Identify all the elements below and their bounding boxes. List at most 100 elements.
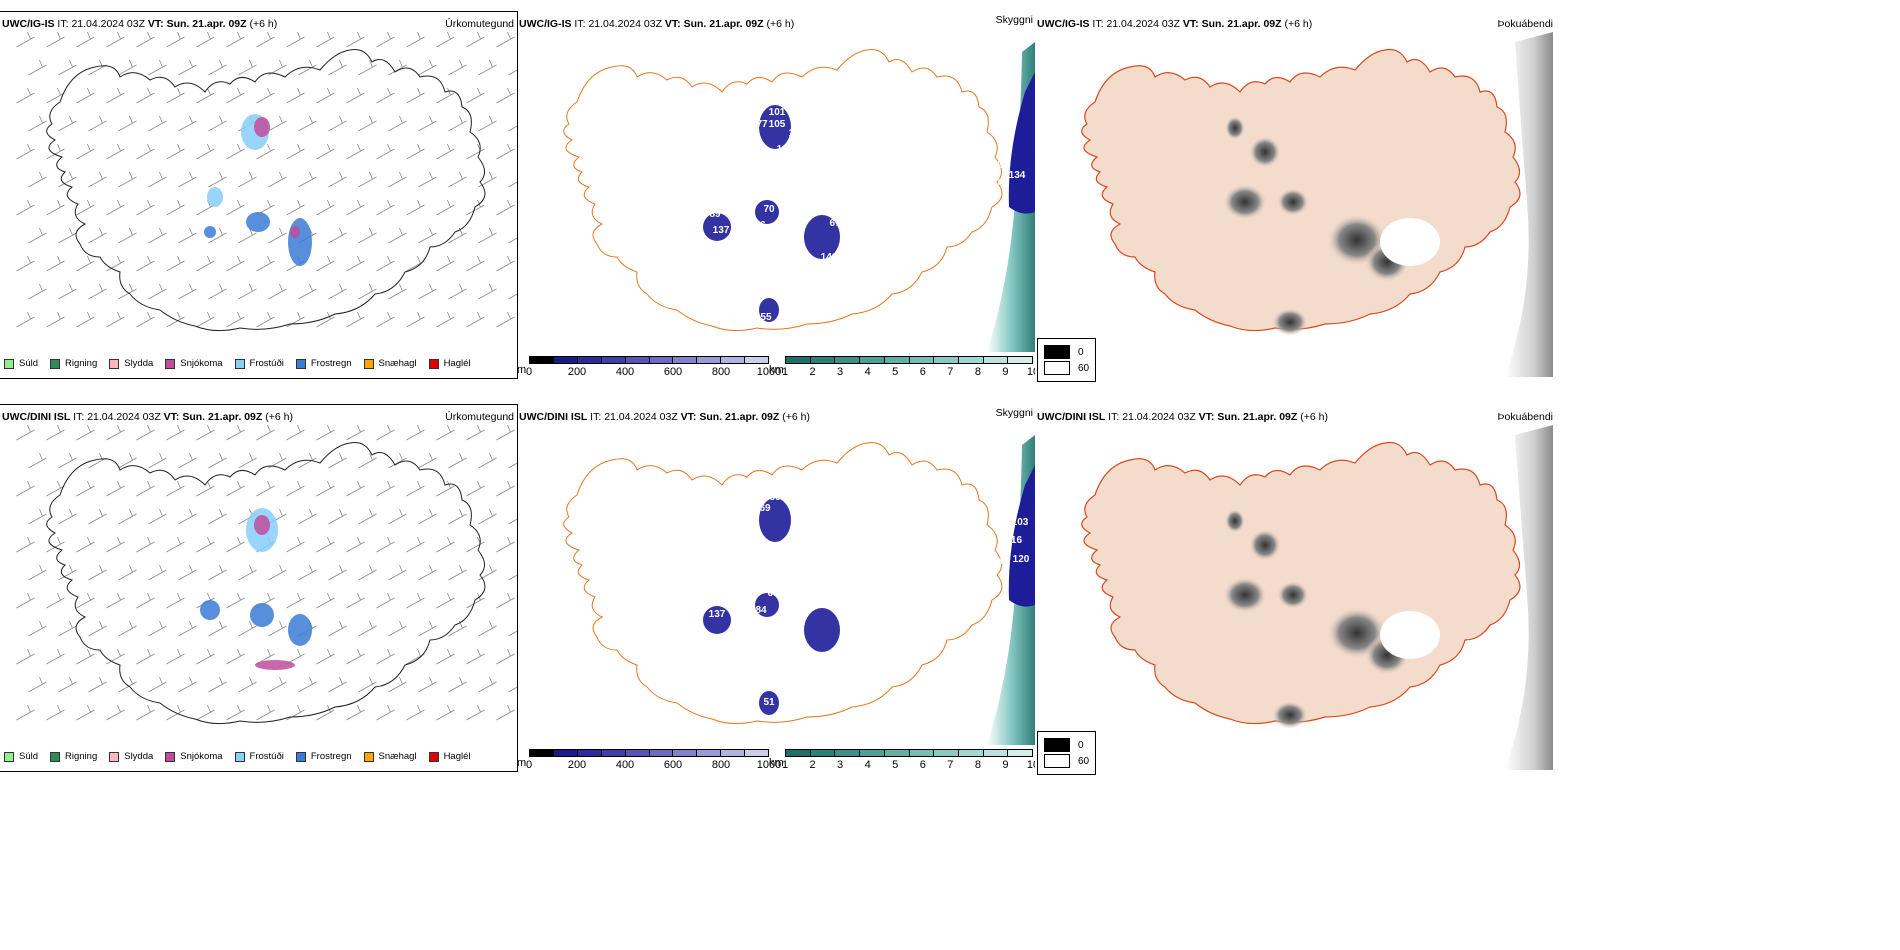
visibility-colorbar: 1 2 3 4 5 6 7 8 9 10 km: [769, 356, 1035, 378]
lead-time: (+6 h): [249, 18, 278, 30]
forecast-row: UWC/DINI ISL IT: 21.04.2024 03Z VT: Sun.…: [0, 393, 1900, 783]
visibility-label: 77: [756, 119, 768, 130]
visibility-label: 169: [781, 539, 798, 550]
colorbar-tick: 4: [864, 366, 871, 378]
visibility-label: 116: [723, 585, 740, 596]
legend-item: Rigning: [50, 751, 97, 762]
visibility-label: 188: [777, 144, 794, 155]
vt-value: Sun. 21.apr. 09Z: [683, 18, 764, 30]
visibility-label: 86: [769, 492, 781, 503]
legend-label: Frostúði: [249, 358, 284, 369]
fog-key: 0 60: [1037, 731, 1097, 775]
visibility-label: 69: [759, 503, 771, 514]
vt-label: VT:: [664, 18, 681, 30]
colorbar-tick: 400: [615, 366, 635, 378]
colorbar-tick: 600: [663, 759, 683, 771]
height-colorbar: 0 200 400 600 800 1000 m: [517, 356, 781, 378]
colorbar-tick: 8: [974, 759, 981, 771]
legend-item: Frostregn: [295, 751, 352, 762]
fog-key-swatch: [1044, 754, 1070, 768]
height-unit: m: [517, 757, 527, 769]
legend-label: Frostregn: [310, 751, 352, 762]
model-name: UWC/IG-IS: [1037, 18, 1090, 30]
fog-map: [1081, 32, 1553, 377]
precip-legend: Súld Rigning Slydda Snjókoma Frostúði Frostre…: [4, 358, 471, 369]
visibility-label: 120: [1013, 554, 1030, 565]
height-unit: m: [517, 364, 527, 376]
legend-item: Snæhagl: [363, 358, 417, 369]
legend-swatch: [363, 358, 374, 369]
legend-label: Snæhagl: [378, 358, 417, 369]
legend-label: Snjókoma: [180, 751, 223, 762]
visibility-colorbar: 1 2 3 4 5 6 7 8 9 10 km: [769, 749, 1035, 771]
colorbar-tick: 9: [1002, 366, 1009, 378]
precip-map: [16, 425, 517, 725]
it-label: IT:: [57, 18, 69, 30]
fog-key: 0 60: [1037, 338, 1097, 382]
legend-swatch: [234, 751, 245, 762]
visibility-label: 89: [709, 209, 721, 220]
legend-item: Snjókoma: [165, 358, 223, 369]
legend-item: Haglél: [428, 358, 471, 369]
visibility-label: 106: [721, 204, 738, 215]
legend-swatch: [165, 751, 176, 762]
colorbar-tick: 3: [837, 759, 844, 771]
legend-label: Frostúði: [249, 751, 284, 762]
legend-swatch: [50, 358, 61, 369]
legend-item: Súld: [4, 358, 38, 369]
colorbar-tick: 8: [974, 366, 981, 378]
colorbar-tick: 5: [892, 366, 899, 378]
panel-header: UWC/IG-IS IT: 21.04.2024 03Z VT: Sun. 21…: [519, 18, 794, 30]
fog-key-swatch: [1044, 738, 1070, 752]
lead-time: (+6 h): [1300, 411, 1328, 423]
panel-header: UWC/IG-IS IT: 21.04.2024 03Z VT: Sun. 21…: [2, 18, 277, 30]
lead-time: (+6 h): [766, 18, 795, 30]
colorbar-tick: 7: [947, 366, 954, 378]
visibility-label: 55: [760, 312, 772, 323]
legend-swatch: [363, 751, 374, 762]
visibility-label: 66: [806, 146, 818, 157]
visibility-label: 162: [789, 128, 806, 139]
colorbar-tick: 1: [781, 366, 789, 378]
legend-item: Slydda: [109, 358, 153, 369]
precip-type-panel: UWC/DINI ISL IT: 21.04.2024 03Z VT: Sun.…: [0, 404, 518, 772]
legend-item: Haglél: [428, 751, 471, 762]
fog-key-swatch: [1044, 345, 1070, 359]
legend-item: Frostúði: [234, 751, 284, 762]
legend-item: Slydda: [109, 751, 153, 762]
colorbar-tick: 1000: [756, 759, 782, 771]
panel-title: Úrkomutegund: [445, 18, 514, 30]
precip-legend: Súld Rigning Slydda Snjókoma Frostúði Frostre…: [4, 751, 471, 762]
lead-time: (+6 h): [1284, 18, 1313, 30]
visibility-label: 130: [989, 556, 1006, 567]
legend-swatch: [295, 751, 306, 762]
legend-item: Rigning: [50, 358, 97, 369]
colorbar-tick: 9: [1002, 759, 1009, 771]
model-name: UWC/DINI ISL: [2, 411, 71, 423]
fog-key-label: 0: [1078, 739, 1084, 751]
colorbar-tick: 6: [919, 759, 926, 771]
legend-label: Súld: [19, 751, 39, 762]
model-name: UWC/IG-IS: [2, 18, 55, 30]
colorbar-tick: 3: [837, 366, 844, 378]
colorbar-tick: 400: [615, 759, 635, 771]
legend-swatch: [109, 751, 120, 762]
visibility-label: 51: [763, 697, 775, 708]
visibility-label: 202: [781, 158, 798, 169]
panel-title: Úrkomutegund: [445, 411, 514, 423]
colorbar-tick: 2: [809, 366, 816, 378]
vt-value: Sun. 21.apr. 09Z: [1201, 18, 1282, 30]
colorbar-tick: 800: [711, 366, 731, 378]
visibility-label: 137: [713, 225, 730, 236]
visibility-label: 67: [829, 218, 841, 229]
colorbar-tick: 4: [864, 759, 871, 771]
fog-key-label: 0: [1078, 346, 1084, 358]
colorbar-tick: 10: [1026, 759, 1035, 771]
fog-key-swatch: [1044, 361, 1070, 375]
legend-swatch: [428, 751, 439, 762]
legend-swatch: [50, 751, 61, 762]
legend-swatch: [4, 751, 14, 762]
visibility-label: 70: [763, 204, 775, 215]
visibility-label: 96: [729, 186, 741, 197]
legend-label: Haglél: [443, 358, 471, 369]
